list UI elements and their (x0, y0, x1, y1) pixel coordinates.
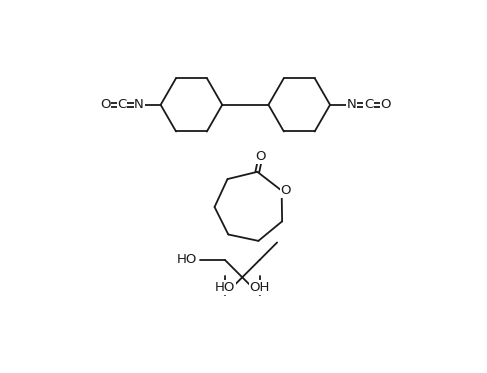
Text: HO: HO (215, 281, 235, 294)
Text: HO: HO (177, 253, 197, 266)
Text: C: C (117, 98, 127, 111)
Text: O: O (280, 184, 291, 197)
Text: O: O (380, 98, 391, 111)
Text: OH: OH (249, 281, 270, 294)
Text: N: N (134, 98, 144, 111)
Text: O: O (100, 98, 111, 111)
Text: O: O (255, 150, 266, 163)
Text: C: C (364, 98, 373, 111)
Text: N: N (347, 98, 356, 111)
